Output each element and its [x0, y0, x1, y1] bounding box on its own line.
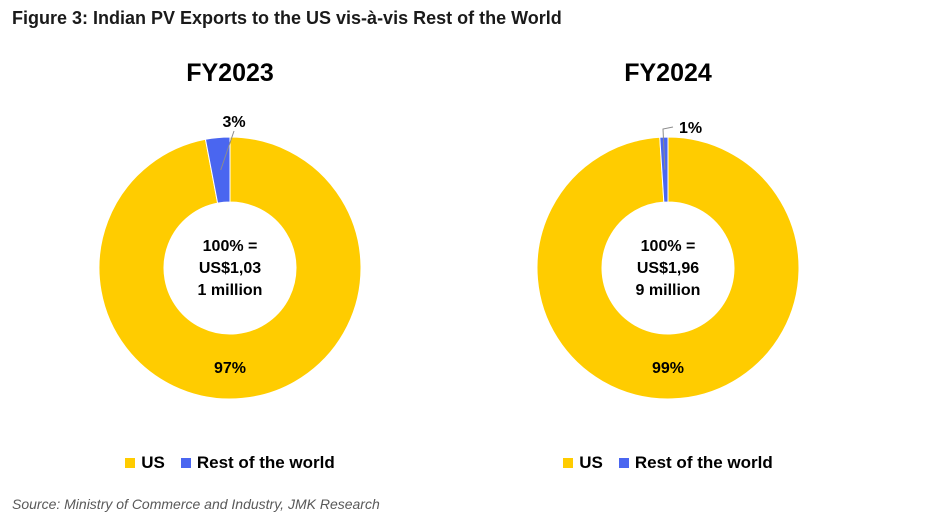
legend-item-rest-of-world: Rest of the world	[618, 453, 773, 473]
legend-label: Rest of the world	[634, 453, 773, 472]
legend-swatch-rest-of-world	[618, 458, 629, 468]
data-label-rest-of-world: 1%	[679, 120, 702, 137]
legend-item-rest-of-world: Rest of the world	[180, 453, 335, 473]
donut-slice-rest-of-world	[204, 136, 231, 204]
legend-label: Rest of the world	[196, 453, 335, 472]
donut-slice-us	[536, 136, 800, 400]
donut-chart-fy2024: 99% 1%	[536, 120, 800, 400]
donut-slice-us	[98, 136, 362, 400]
data-label-rest-of-world: 3%	[222, 114, 245, 131]
chart-panel-fy2024: FY2024 99% 1% 100% = US$1,96 9 million US…	[518, 55, 818, 475]
data-label-us: 97%	[214, 360, 246, 377]
leader-line	[220, 130, 235, 171]
center-label-line: US$1,96	[636, 260, 700, 277]
donut-center-label: 100% = US$1,96 9 million	[608, 236, 728, 302]
legend-item-us: US	[563, 453, 603, 473]
chart-title: FY2024	[624, 59, 712, 87]
data-label-us: 99%	[652, 360, 684, 377]
center-label-line: 1 million	[197, 282, 263, 299]
figure-title: Figure 3: Indian PV Exports to the US vi…	[12, 8, 562, 28]
legend-item-us: US	[125, 453, 165, 473]
legend-swatch-us	[563, 458, 574, 468]
center-label-line: US$1,03	[198, 260, 262, 277]
donut-center-label: 100% = US$1,03 1 million	[170, 236, 290, 302]
legend: US Rest of the world	[518, 453, 818, 473]
legend-label: US	[141, 453, 165, 472]
chart-panel-fy2023: FY2023 97% 3% 100% = US$1,03 1 million US…	[80, 55, 380, 475]
legend: US Rest of the world	[80, 453, 380, 473]
leader-line	[662, 126, 674, 170]
center-label-line: 100% =	[202, 238, 258, 255]
source-note: Source: Ministry of Commerce and Industr…	[12, 496, 380, 512]
legend-label: US	[579, 453, 603, 472]
center-label-line: 100% =	[640, 238, 696, 255]
center-label-line: 9 million	[635, 282, 701, 299]
legend-swatch-us	[125, 458, 136, 468]
legend-swatch-rest-of-world	[180, 458, 191, 468]
donut-chart-fy2023: 97% 3%	[98, 114, 362, 400]
chart-title: FY2023	[186, 59, 274, 87]
donut-slice-rest-of-world	[659, 136, 669, 203]
